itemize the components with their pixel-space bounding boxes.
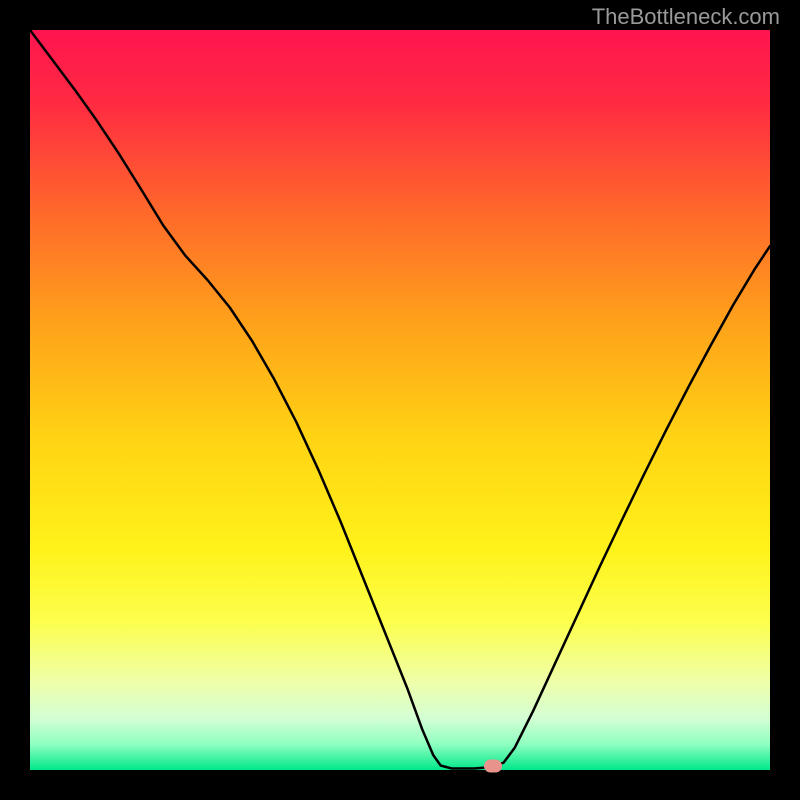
chart-plot-area [30, 30, 770, 770]
watermark-text: TheBottleneck.com [592, 4, 780, 30]
bottleneck-curve [30, 30, 770, 769]
chart-curve-svg [30, 30, 770, 770]
optimal-point-marker [484, 759, 502, 772]
